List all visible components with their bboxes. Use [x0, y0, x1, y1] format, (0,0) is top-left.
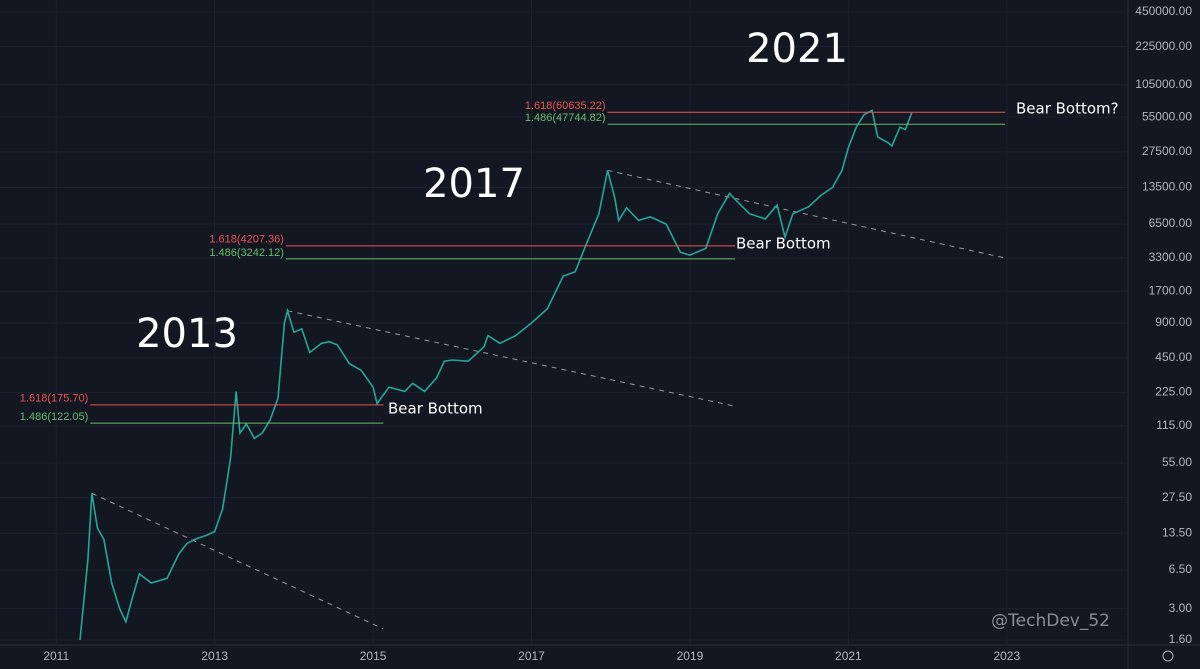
fib-label: 1.486(47744.82)	[525, 112, 606, 124]
y-tick-label: 225000.00	[1135, 39, 1192, 53]
trendline	[287, 310, 736, 407]
y-tick-label: 55000.00	[1142, 109, 1192, 123]
y-tick-label: 27500.00	[1142, 144, 1192, 158]
settings-icon[interactable]	[1162, 650, 1174, 662]
fib-label: 1.618(60635.22)	[525, 100, 606, 112]
fib-label: 1.486(122.05)	[20, 411, 89, 423]
y-tick-label: 3300.00	[1149, 250, 1193, 264]
trendline	[91, 492, 384, 630]
x-tick-label: 2015	[360, 649, 387, 663]
x-tick-label: 2023	[993, 649, 1020, 663]
y-tick-label: 13500.00	[1142, 180, 1192, 194]
bear-bottom-annotation: Bear Bottom	[736, 235, 831, 253]
fib-label: 1.618(4207.36)	[209, 234, 284, 246]
price-line	[79, 109, 913, 641]
x-tick-label: 2019	[677, 649, 704, 663]
y-tick-label: 1.60	[1169, 632, 1193, 646]
year-annotation: 2017	[423, 161, 525, 207]
y-tick-label: 105000.00	[1135, 77, 1192, 91]
y-tick-label: 3.00	[1169, 601, 1193, 615]
fib-label: 1.618(175.70)	[20, 393, 89, 405]
y-tick-label: 450.00	[1155, 350, 1192, 364]
trendline	[607, 169, 1006, 259]
bear-bottom-annotation: Bear Bottom	[388, 400, 483, 418]
y-tick-label: 13.50	[1162, 525, 1192, 539]
year-annotation: 2021	[746, 26, 848, 72]
y-tick-label: 6.50	[1169, 562, 1193, 576]
y-tick-label: 55.00	[1162, 455, 1192, 469]
bear-bottom-annotation: Bear Bottom?	[1016, 100, 1119, 118]
x-tick-label: 2013	[201, 649, 228, 663]
y-tick-label: 1700.00	[1149, 283, 1193, 297]
y-tick-label: 900.00	[1155, 315, 1192, 329]
watermark: @TechDev_52	[991, 611, 1110, 631]
y-tick-label: 225.00	[1155, 385, 1192, 399]
x-tick-label: 2017	[518, 649, 545, 663]
y-tick-label: 450000.00	[1135, 4, 1192, 18]
y-tick-label: 6500.00	[1149, 216, 1193, 230]
y-tick-label: 27.50	[1162, 490, 1192, 504]
x-tick-label: 2011	[43, 649, 69, 663]
year-annotation: 2013	[136, 311, 238, 357]
x-tick-label: 2021	[835, 649, 862, 663]
y-tick-label: 115.00	[1156, 418, 1192, 432]
fib-label: 1.486(3242.12)	[209, 247, 284, 259]
